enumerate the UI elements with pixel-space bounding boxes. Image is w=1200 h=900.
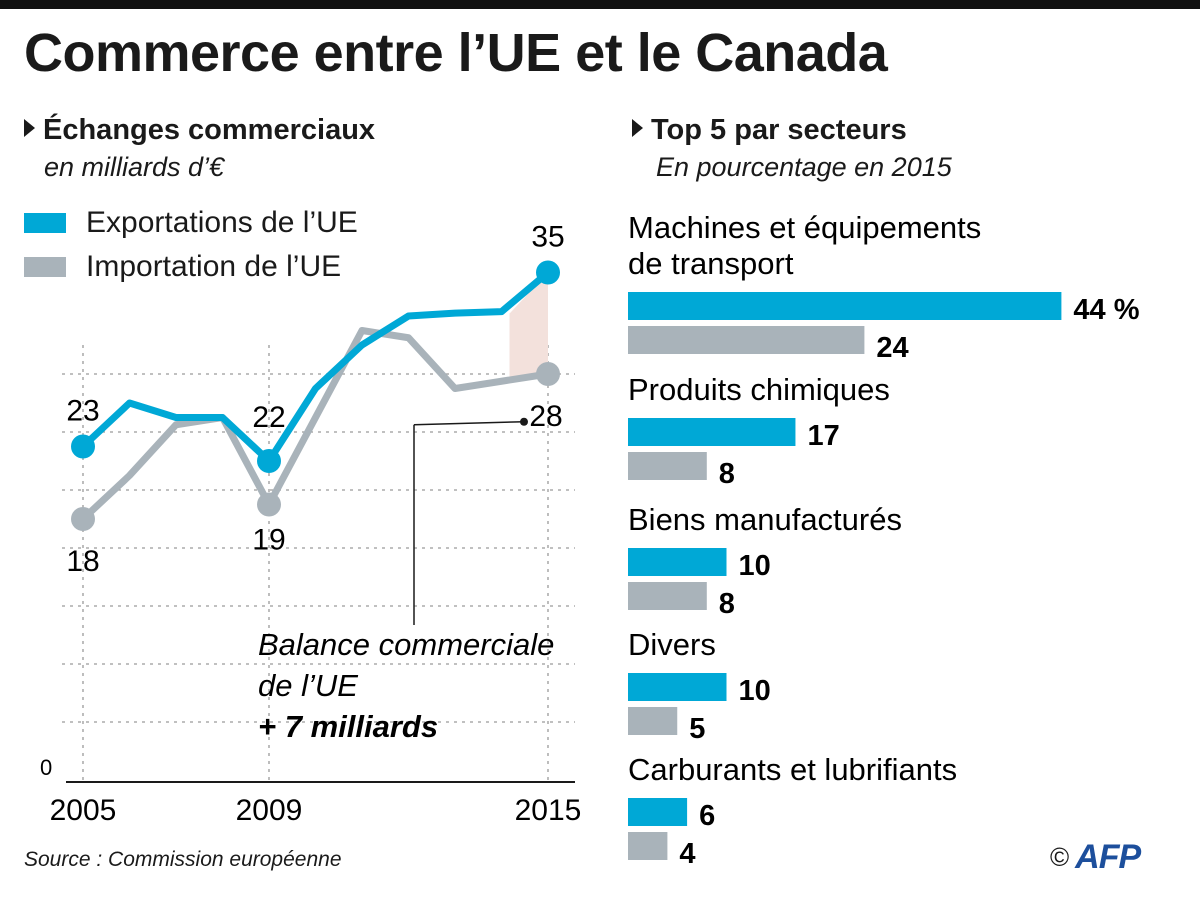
bar-imports bbox=[628, 707, 678, 735]
source-note: Source : Commission européenne bbox=[24, 848, 342, 871]
category-label: Produits chimiques bbox=[628, 372, 890, 407]
bar-value-label: 10 bbox=[739, 675, 771, 707]
annotation-line1: Balance commerciale bbox=[258, 627, 554, 662]
bar-value-label: 24 bbox=[876, 332, 908, 364]
data-label: 22 bbox=[252, 401, 285, 434]
triangle-bullet-icon bbox=[24, 119, 35, 137]
copyright-symbol: © bbox=[1050, 842, 1070, 872]
bar-value-label: 17 bbox=[807, 420, 839, 452]
bar-exports bbox=[628, 418, 796, 446]
bar-imports bbox=[628, 452, 707, 480]
left-section-heading: Échanges commerciaux bbox=[24, 114, 375, 147]
data-point-marker bbox=[536, 260, 560, 285]
category-label: Biens manufacturés bbox=[628, 502, 902, 537]
category-label: Carburants et lubrifiants bbox=[628, 752, 957, 787]
left-section-subheading: en milliards d’€ bbox=[44, 152, 225, 182]
data-label: 28 bbox=[529, 400, 562, 433]
data-label: 18 bbox=[66, 545, 99, 578]
legend-label-exports: Exportations de l’UE bbox=[86, 206, 358, 239]
annotation-line2: de l’UE bbox=[258, 668, 358, 703]
data-label: 23 bbox=[66, 395, 99, 428]
data-label: 35 bbox=[531, 221, 564, 254]
afp-logo: © AFP bbox=[1050, 838, 1141, 877]
balance-area bbox=[509, 272, 548, 381]
data-point-marker bbox=[257, 492, 281, 517]
bar-exports bbox=[628, 548, 727, 576]
category-label: Divers bbox=[628, 627, 716, 662]
afp-logo-text: AFP bbox=[1075, 838, 1141, 876]
annotation-leader-line bbox=[413, 421, 525, 426]
bar-exports bbox=[628, 292, 1062, 320]
right-section-heading: Top 5 par secteurs bbox=[632, 114, 907, 147]
data-point-marker bbox=[71, 434, 95, 459]
data-point-marker bbox=[536, 362, 560, 386]
right-section-heading-text: Top 5 par secteurs bbox=[651, 114, 907, 146]
triangle-bullet-icon bbox=[632, 119, 643, 137]
annotation-dot bbox=[520, 417, 528, 426]
bar-imports bbox=[628, 326, 865, 354]
legend-label-imports: Importation de l’UE bbox=[86, 250, 342, 283]
annotation-line3: + 7 milliards bbox=[258, 709, 438, 744]
legend-swatch-imports bbox=[24, 257, 66, 277]
legend-swatch-exports bbox=[24, 213, 66, 233]
data-label: 19 bbox=[252, 524, 285, 557]
bar-imports bbox=[628, 582, 707, 610]
bar-exports bbox=[628, 798, 688, 826]
bar-value-label: 10 bbox=[739, 550, 771, 582]
left-section-heading-text: Échanges commerciaux bbox=[43, 114, 376, 146]
series-line bbox=[79, 269, 552, 465]
x-tick-label: 2015 bbox=[515, 794, 582, 827]
y-tick-label: 0 bbox=[40, 755, 52, 780]
series-line bbox=[79, 327, 552, 523]
bar-exports bbox=[628, 673, 727, 701]
legend-item-imports: Importation de l’UE bbox=[24, 250, 341, 284]
bar-value-label: 5 bbox=[689, 713, 705, 745]
bar-value-label: 6 bbox=[699, 800, 715, 832]
x-tick-label: 2005 bbox=[50, 794, 117, 827]
balance-annotation: Balance commerciale de l’UE + 7 milliard… bbox=[258, 417, 554, 744]
bar-value-label: 8 bbox=[719, 588, 735, 620]
category-label: de transport bbox=[628, 246, 794, 281]
bar-imports bbox=[628, 832, 668, 860]
page-title: Commerce entre l’UE et le Canada bbox=[24, 23, 888, 83]
legend-item-exports: Exportations de l’UE bbox=[24, 206, 358, 240]
category-label: Machines et équipements bbox=[628, 210, 981, 245]
line-chart: 2005 2009 2015 0 18 19 28 23 22 35 Balance comme… bbox=[40, 221, 582, 828]
data-point-marker bbox=[257, 449, 281, 473]
bar-value-label: 4 bbox=[679, 838, 695, 870]
bar-value-label: 44 % bbox=[1073, 294, 1139, 326]
right-section-subheading: En pourcentage en 2015 bbox=[656, 152, 952, 182]
data-point-marker bbox=[71, 507, 95, 531]
x-tick-label: 2009 bbox=[236, 794, 303, 827]
bar-value-label: 8 bbox=[719, 458, 735, 490]
top-bar bbox=[0, 0, 1200, 9]
